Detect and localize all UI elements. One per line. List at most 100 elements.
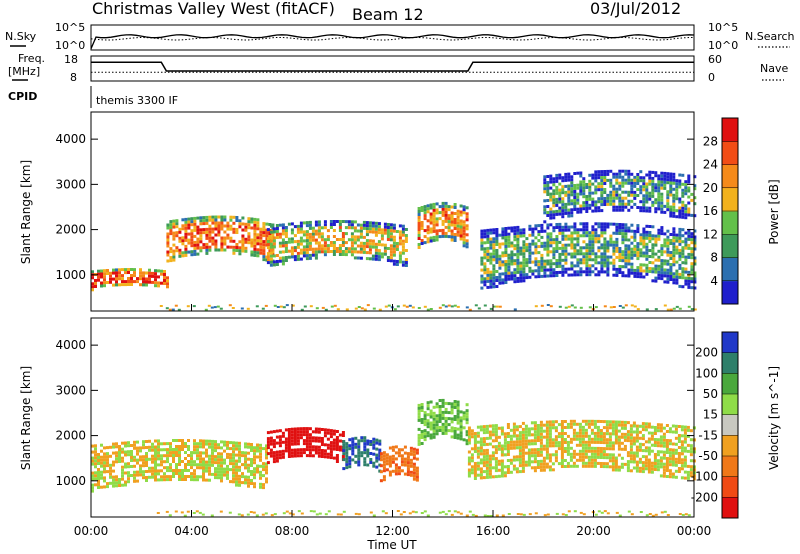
echo-cell: [569, 419, 573, 423]
echo-cell: [121, 456, 124, 460]
echo-cell: [305, 248, 309, 252]
echo-cell: [666, 175, 670, 179]
echo-cell: [441, 425, 445, 429]
echo-cell: [160, 478, 163, 482]
echo-cell: [573, 252, 577, 256]
echo-cell: [666, 514, 670, 516]
echo-cell: [226, 455, 229, 459]
echo-cell: [552, 216, 556, 220]
echo-cell: [500, 444, 504, 448]
echo-cell: [100, 281, 103, 285]
echo-cell: [570, 304, 574, 307]
echo-cell: [522, 243, 526, 247]
echo-cell: [647, 431, 651, 435]
echo-cell: [503, 453, 507, 457]
echo-cell: [572, 422, 576, 426]
echo-cell: [612, 243, 616, 247]
echo-cell: [648, 197, 652, 201]
echo-cell: [384, 305, 388, 308]
echo-cell: [605, 444, 609, 448]
echo-cell: [626, 451, 630, 455]
echo-cell: [675, 188, 679, 192]
echo-cell: [648, 182, 652, 186]
echo-cell: [241, 472, 244, 476]
echo-cell: [539, 465, 543, 469]
echo-cell: [576, 201, 580, 205]
echo-cell: [533, 457, 537, 461]
echo-cell: [476, 425, 480, 429]
echo-cell: [689, 474, 693, 478]
echo-cell: [115, 475, 118, 479]
echo-cell: [507, 238, 511, 242]
echo-cell: [690, 262, 694, 266]
echo-cell: [341, 434, 345, 437]
echo-cell: [362, 220, 366, 224]
echo-cell: [585, 234, 589, 238]
echo-cell: [172, 258, 176, 262]
echo-cell: [250, 446, 253, 449]
echo-cell: [666, 196, 670, 200]
echo-cell: [528, 254, 532, 258]
echo-cell: [657, 189, 661, 193]
echo-cell: [630, 223, 634, 227]
echo-cell: [205, 460, 208, 464]
echo-cell: [663, 262, 667, 266]
echo-cell: [690, 192, 694, 196]
echo-cell: [527, 454, 531, 458]
echo-cell: [142, 277, 145, 281]
echo-cell: [281, 256, 285, 260]
echo-cell: [103, 272, 106, 276]
echo-cell: [645, 269, 649, 273]
echo-cell: [124, 465, 127, 469]
echo-cell: [666, 277, 670, 281]
echo-cell: [195, 510, 199, 513]
echo-cell: [187, 475, 190, 478]
echo-cell: [674, 469, 678, 473]
echo-cell: [259, 248, 263, 252]
echo-cell: [657, 195, 661, 199]
echo-cell: [593, 431, 597, 435]
echo-cell: [290, 246, 294, 250]
echo-cell: [534, 257, 538, 261]
echo-cell: [599, 435, 603, 438]
echo-cell: [516, 228, 520, 232]
echo-cell: [543, 187, 547, 191]
echo-cell: [642, 200, 646, 204]
echo-cell: [211, 242, 215, 246]
echo-cell: [635, 466, 639, 470]
echo-cell: [582, 255, 586, 259]
echo-cell: [169, 256, 173, 260]
echo-cell: [533, 460, 537, 464]
echo-cell: [488, 466, 492, 470]
echo-cell: [561, 249, 565, 253]
echo-cell: [366, 304, 370, 307]
echo-cell: [482, 425, 486, 429]
echo-cell: [241, 249, 245, 253]
echo-cell: [247, 457, 250, 461]
echo-cell: [687, 180, 691, 184]
echo-cell: [249, 511, 253, 513]
echo-cell: [572, 428, 576, 432]
echo-cell: [597, 249, 601, 253]
echo-cell: [208, 224, 212, 228]
echo-cell: [663, 271, 667, 275]
echo-cell: [193, 225, 197, 229]
echo-cell: [627, 247, 631, 251]
echo-cell: [510, 250, 514, 254]
echo-cell: [175, 249, 179, 253]
echo-cell: [253, 446, 256, 450]
echo-cell: [401, 242, 405, 246]
echo-cell: [557, 444, 561, 448]
echo-cell: [269, 245, 273, 249]
echo-cell: [663, 180, 667, 184]
echo-cell: [612, 306, 616, 308]
echo-cell: [302, 439, 306, 443]
echo-cell: [178, 463, 181, 466]
echo-cell: [100, 461, 103, 465]
echo-cell: [518, 464, 522, 468]
echo-cell: [642, 269, 646, 273]
echo-cell: [450, 405, 454, 409]
echo-cell: [293, 249, 297, 253]
echo-cell: [632, 454, 636, 458]
echo-cell: [575, 458, 579, 462]
